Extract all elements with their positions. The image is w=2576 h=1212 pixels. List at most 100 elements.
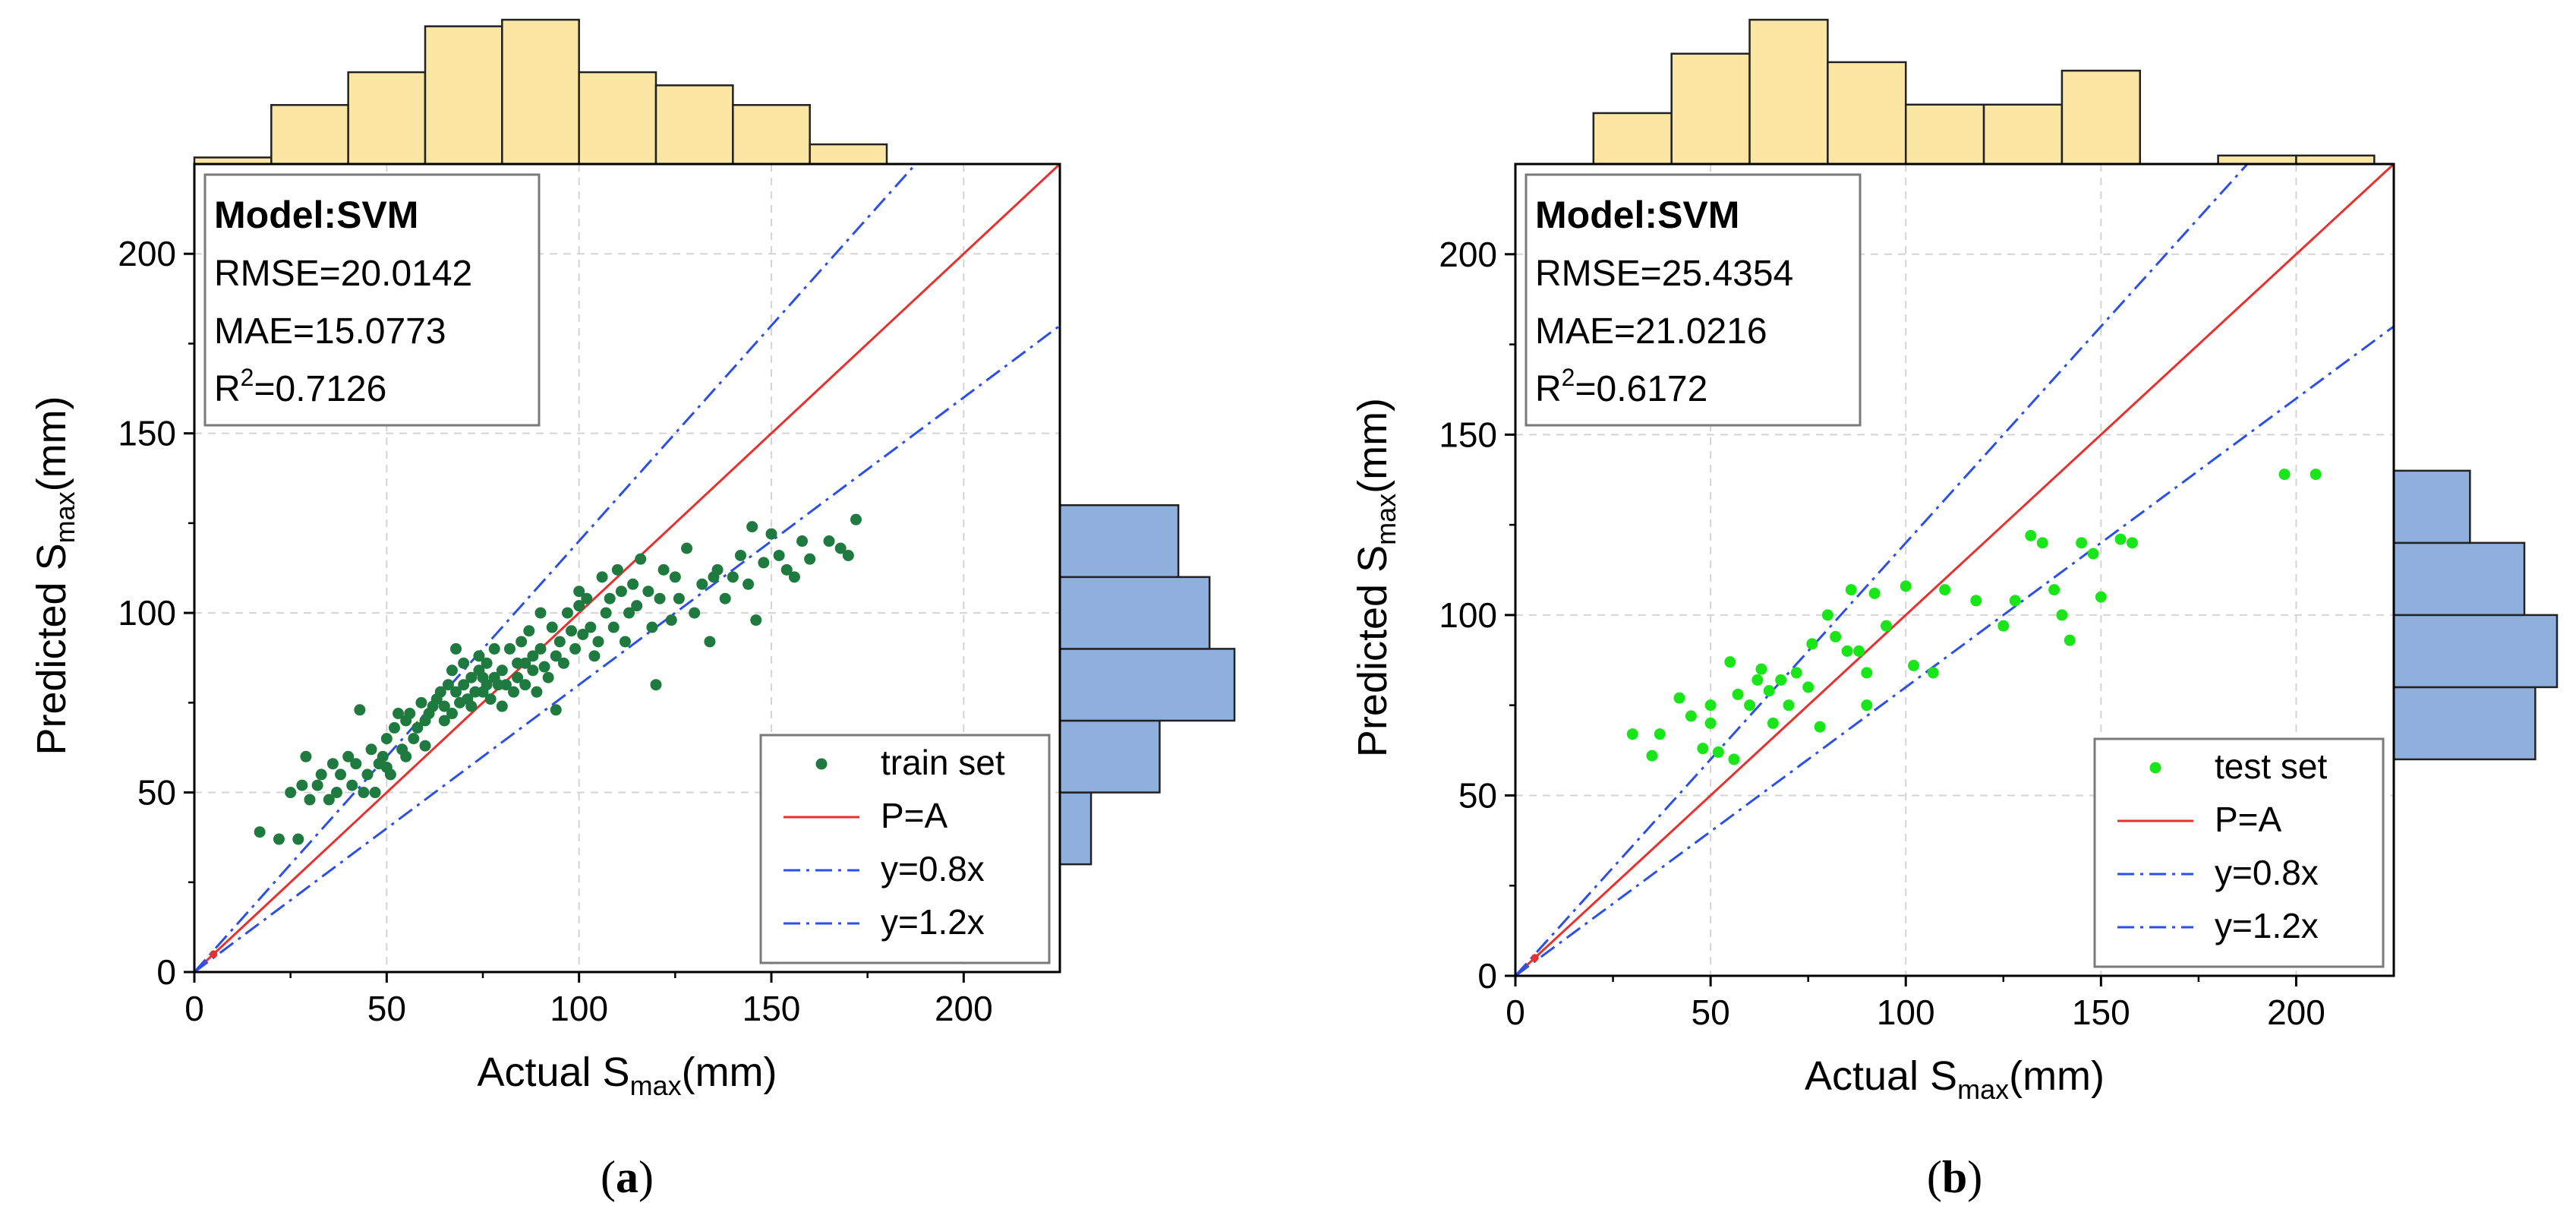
panel-a-point <box>500 679 512 691</box>
panel-b-point <box>1775 674 1787 686</box>
panel-b-point <box>2095 591 2107 603</box>
panel-b-point <box>1685 710 1697 722</box>
panel-b-line-P=A <box>1514 163 2395 977</box>
panel-a-point <box>665 614 677 627</box>
panel-b-y-hist-bar <box>2392 469 2471 544</box>
panel-b-origin-marker <box>1531 954 1539 962</box>
panel-a-point <box>646 621 658 633</box>
panel-b-x-tick-label: 150 <box>2072 993 2130 1032</box>
panel-b-y-hist-bar <box>2392 686 2537 761</box>
panel-b-x-hist-bar <box>1904 103 1985 166</box>
panel-b-point <box>1728 753 1740 765</box>
panel-b-point <box>1970 595 1982 607</box>
panel-a-point <box>635 553 647 565</box>
panel-a-point <box>534 642 547 655</box>
panel-a-model-label: Model:SVM <box>214 194 418 236</box>
panel-a-point <box>642 585 654 598</box>
panel-b-y-histogram <box>2392 469 2559 761</box>
panel-b-point <box>1654 728 1666 740</box>
panel-b-point <box>1755 663 1767 675</box>
panel-b-x-tick-label: 50 <box>1692 993 1730 1032</box>
panel-a-point <box>473 650 485 662</box>
panel-a-point <box>758 557 770 569</box>
panel-b-x-hist-bar <box>1982 103 2064 166</box>
panel-a-metrics-box: Model:SVM RMSE=20.0142 MAE=15.0773 R2=0.… <box>203 173 541 427</box>
panel-a-legend: train set P=A y=0.8x y=1.2x <box>759 734 1051 964</box>
panel-a-legend-lower: y=0.8x <box>881 849 985 888</box>
panel-a-point <box>369 787 381 799</box>
panel-b-point <box>1763 685 1775 697</box>
panel-a-point <box>400 750 412 762</box>
panel-b-point <box>2056 609 2068 621</box>
panel-a-x-hist-bar <box>809 143 888 166</box>
panel-a-point <box>746 521 758 533</box>
panel-a-point <box>534 607 547 619</box>
panel-a-plot-frame <box>193 163 1061 974</box>
panel-a-point <box>669 571 681 583</box>
panel-b-point <box>1724 656 1736 668</box>
panel-b-reference-lines <box>1514 163 2395 977</box>
panel-a-scatter-points <box>210 513 862 958</box>
panel-a-point <box>561 607 573 619</box>
panel-a-point <box>285 787 297 799</box>
panel-b-point <box>1697 743 1709 755</box>
panel-b-plot-frame <box>1514 163 2395 977</box>
panel-b-line-y=0.8x <box>1515 325 2395 977</box>
panel-b-x-histogram <box>1592 18 2376 166</box>
panel-a-point <box>419 740 431 752</box>
panel-a-point <box>588 650 601 662</box>
panel-a-point <box>631 600 643 612</box>
panel-a-point <box>458 657 470 669</box>
panel-a-point <box>780 563 793 576</box>
panel-a-point <box>516 636 528 648</box>
panel-a-point <box>380 733 393 745</box>
panel-a-legend-upper: y=1.2x <box>881 902 985 942</box>
panel-a-rmse: RMSE=20.0142 <box>214 254 472 294</box>
panel-b-y-hist-bar <box>2392 541 2526 617</box>
panel-a-point <box>581 592 593 604</box>
panel-a-x-hist-bar <box>270 104 349 166</box>
panel-a-point <box>408 733 420 745</box>
panel-a-point <box>442 679 454 691</box>
panel-a-point <box>796 535 809 548</box>
panel-b-point <box>1821 609 1833 621</box>
panel-b-x-hist-bar <box>2295 154 2376 166</box>
panel-b-point <box>2064 634 2076 646</box>
panel-a-point <box>481 657 493 669</box>
panel-b-point <box>1881 620 1893 632</box>
panel-a-point <box>404 708 416 720</box>
panel-b-point <box>1853 645 1865 657</box>
panel-a-x-hist-bar <box>732 104 811 166</box>
panel-a-point <box>450 642 462 655</box>
panel-a-x-tick-label: 200 <box>935 989 993 1028</box>
panel-a-x-hist-bar <box>578 71 657 166</box>
panel-a-point <box>388 721 400 734</box>
panel-b-point <box>2126 537 2138 549</box>
panel-b: 0 50 100 150 200 0 50 100 150 200 Model:SVM RMSE… <box>1350 18 2559 1202</box>
panel-a-x-hist-bar <box>501 18 580 166</box>
panel-a-mae: MAE=15.0773 <box>214 311 446 352</box>
panel-a-point <box>765 528 777 540</box>
panel-a-point <box>600 607 612 619</box>
panel-b-point <box>1806 638 1818 650</box>
panel-a-r2: R2=0.7126 <box>214 364 386 409</box>
panel-a-point <box>619 636 631 648</box>
panel-a-point <box>531 686 543 698</box>
panel-a-point <box>358 787 370 799</box>
panel-b-legend: test set P=A y=0.8x y=1.2x <box>2093 737 2385 968</box>
panel-a-point <box>727 571 739 583</box>
panel-a-point <box>384 769 396 781</box>
panel-a-legend-parity: P=A <box>881 796 948 835</box>
panel-a-point <box>292 833 304 845</box>
panel-b-y-tick-label: 50 <box>1458 775 1497 815</box>
panel-a-origin-marker <box>210 950 218 958</box>
panel-a-point <box>834 542 847 554</box>
panel-b-x-tick-label: 0 <box>1506 993 1525 1032</box>
panel-b-legend-parity: P=A <box>2215 800 2282 839</box>
panel-a-point <box>393 708 405 720</box>
panel-b-point <box>1673 692 1685 704</box>
panel-a-y-hist-bar <box>1058 503 1180 579</box>
panel-b-point <box>2278 469 2291 481</box>
panel-a-y-tick-labels: 0 50 100 150 200 <box>118 234 176 992</box>
panel-b-rmse: RMSE=25.4354 <box>1535 254 1793 294</box>
